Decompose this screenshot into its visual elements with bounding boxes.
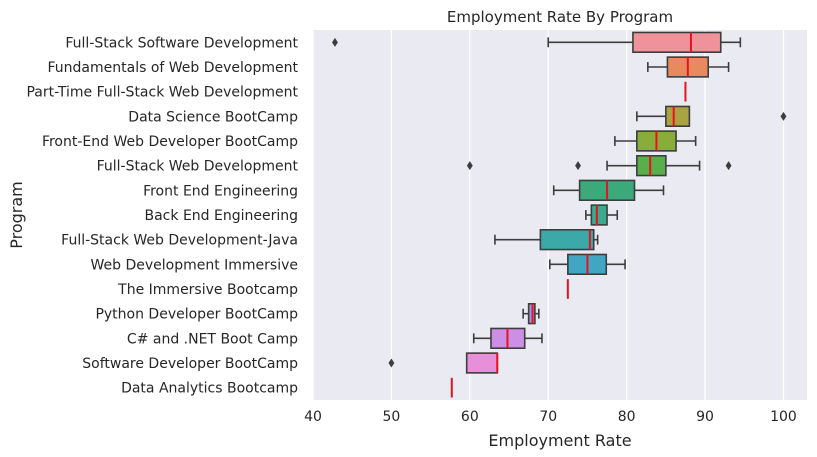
x-tick-label: 100 <box>770 409 797 425</box>
y-tick-labels: Full-Stack Software Development Fundament… <box>26 35 298 396</box>
box-iqr <box>465 352 499 374</box>
x-tick-label: 60 <box>461 409 479 425</box>
y-tick-label: C# and .NET Boot Camp <box>127 331 298 347</box>
y-tick-label: Full-Stack Web Development-Java <box>61 233 298 249</box>
x-tick-label: 40 <box>304 409 322 425</box>
y-tick-label: Part-Time Full-Stack Web Development <box>26 85 298 101</box>
x-tick-label: 70 <box>539 409 557 425</box>
x-tick-labels: 40 50 60 70 80 90 100 <box>304 409 797 425</box>
box-iqr <box>539 229 595 251</box>
grid-lines <box>312 30 785 400</box>
box-iqr <box>636 155 667 177</box>
box-group <box>552 179 665 201</box>
box-group <box>466 155 732 177</box>
x-axis-title: Employment Rate <box>488 431 631 450</box>
y-tick-label: Full-Stack Web Development <box>97 159 299 175</box>
outlier-point <box>780 111 787 121</box>
y-tick-label: Front End Engineering <box>143 183 298 199</box>
y-tick-label: Front-End Web Developer BootCamp <box>42 134 298 150</box>
y-tick-label: Data Science BootCamp <box>128 109 298 125</box>
y-tick-label: Software Developer BootCamp <box>82 356 298 372</box>
outlier-point <box>332 37 338 47</box>
box-group <box>522 302 540 325</box>
chart-title: Employment Rate By Program <box>447 8 673 26</box>
boxes-layer <box>332 31 787 398</box>
box-group <box>636 105 787 128</box>
box-iqr <box>632 31 722 54</box>
x-tick-label: 50 <box>382 409 400 425</box>
box-iqr <box>665 105 691 128</box>
box-group <box>388 352 499 374</box>
plot-area <box>313 30 807 400</box>
box-group <box>614 130 697 152</box>
box-group <box>332 31 742 54</box>
box-group <box>494 229 599 251</box>
y-tick-label: Fundamentals of Web Development <box>48 60 299 76</box>
y-tick-label: Web Development Immersive <box>90 257 298 273</box>
outlier-point <box>725 161 732 171</box>
outlier-point <box>575 161 581 171</box>
box-iqr <box>590 204 608 226</box>
y-tick-label: Data Analytics Bootcamp <box>121 381 298 397</box>
box-group <box>585 204 619 226</box>
y-axis-title: Program <box>7 181 26 249</box>
outlier-point <box>388 358 395 368</box>
y-tick-label: Python Developer BootCamp <box>95 307 298 323</box>
box-group <box>647 56 730 78</box>
outlier-point <box>466 161 473 171</box>
box-group <box>472 327 543 350</box>
x-tick-label: 90 <box>696 409 714 425</box>
x-tick-label: 80 <box>618 409 636 425</box>
y-tick-label: Back End Engineering <box>145 208 299 224</box>
box-group <box>549 253 626 275</box>
y-tick-label: Full-Stack Software Development <box>65 35 298 51</box>
y-tick-label: The Immersive Bootcamp <box>117 282 298 298</box>
